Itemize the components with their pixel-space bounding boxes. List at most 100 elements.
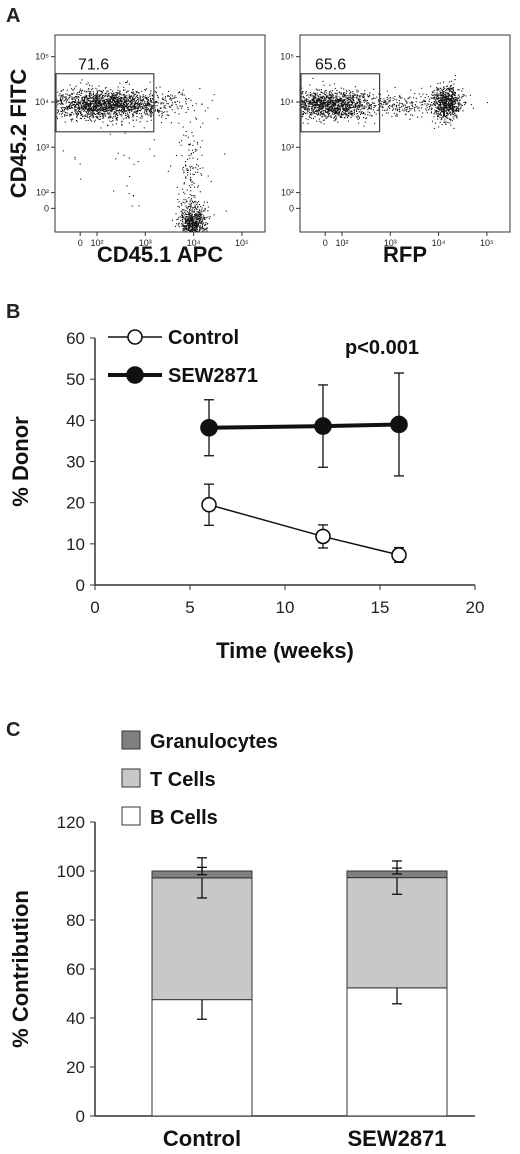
flow-event bbox=[81, 96, 83, 98]
flow-event bbox=[328, 94, 330, 96]
flow-event bbox=[301, 91, 303, 93]
flow-event bbox=[327, 103, 329, 105]
flow-event bbox=[353, 112, 355, 114]
flow-event bbox=[315, 97, 317, 99]
flow-event bbox=[197, 186, 199, 188]
flow-event bbox=[320, 96, 322, 98]
flow-event bbox=[339, 92, 341, 94]
flow-event bbox=[350, 100, 352, 102]
flow-event bbox=[137, 99, 139, 101]
flow-event bbox=[191, 222, 193, 224]
flow-event bbox=[358, 117, 360, 119]
flow-event bbox=[91, 106, 93, 108]
flow-event bbox=[320, 89, 322, 91]
flow-event bbox=[446, 106, 448, 108]
flow-event bbox=[100, 93, 102, 95]
flow-event bbox=[396, 114, 398, 116]
flow-event bbox=[339, 98, 341, 100]
flow-event bbox=[362, 113, 364, 115]
flow-event bbox=[326, 96, 328, 98]
flow-event bbox=[391, 105, 393, 107]
flow-event bbox=[312, 92, 314, 94]
flow-event bbox=[311, 93, 313, 95]
flow-event bbox=[154, 106, 156, 108]
flow-event bbox=[84, 109, 86, 111]
flow-event bbox=[133, 100, 135, 102]
flow-event bbox=[142, 102, 144, 104]
flow-event bbox=[191, 229, 193, 231]
flow-event bbox=[304, 102, 306, 104]
flow-event bbox=[307, 98, 309, 100]
flow-event bbox=[103, 102, 105, 104]
flow-event bbox=[83, 97, 85, 99]
flow-event bbox=[185, 217, 187, 219]
flow-event bbox=[93, 110, 95, 112]
flow-event bbox=[326, 104, 328, 106]
flow-event bbox=[197, 216, 199, 218]
flow-event bbox=[83, 109, 85, 111]
flow-event bbox=[372, 98, 374, 100]
flow-event bbox=[183, 216, 185, 218]
flow-event bbox=[108, 113, 110, 115]
flow-event bbox=[128, 117, 130, 119]
flow-event bbox=[330, 106, 332, 108]
flow-event bbox=[116, 103, 118, 105]
flow-event bbox=[329, 112, 331, 114]
flow-event bbox=[372, 101, 374, 103]
flow-event bbox=[196, 141, 198, 143]
flow-event bbox=[90, 97, 92, 99]
flow-event bbox=[326, 94, 328, 96]
flow-event bbox=[117, 110, 119, 112]
flow-event bbox=[449, 88, 451, 90]
flow-event bbox=[83, 100, 85, 102]
flow-event bbox=[452, 93, 454, 95]
flow-event bbox=[95, 102, 97, 104]
flow-event bbox=[363, 106, 365, 108]
flow-event bbox=[65, 102, 67, 104]
flow-event bbox=[93, 121, 95, 123]
y-tick-label: 0 bbox=[76, 576, 85, 595]
flow-event bbox=[183, 172, 185, 174]
flow-event bbox=[353, 109, 355, 111]
flow-event bbox=[189, 200, 191, 202]
flow-event bbox=[101, 105, 103, 107]
flow-event bbox=[74, 99, 76, 101]
flow-event bbox=[316, 92, 318, 94]
flow-event bbox=[133, 163, 135, 165]
flow-event bbox=[321, 104, 323, 106]
flow-event bbox=[114, 108, 116, 110]
flow-event bbox=[191, 166, 193, 168]
flow-event bbox=[320, 113, 322, 115]
flow-event bbox=[187, 108, 189, 110]
flow-event bbox=[374, 97, 376, 99]
flow-event bbox=[74, 102, 76, 104]
flow-event bbox=[170, 94, 172, 96]
flow-event bbox=[444, 105, 446, 107]
flow-event bbox=[195, 224, 197, 226]
flow-event bbox=[145, 95, 147, 97]
flow-event bbox=[162, 102, 164, 104]
flow-event bbox=[337, 106, 339, 108]
flow-event bbox=[124, 99, 126, 101]
flow-event bbox=[124, 89, 126, 91]
flow-event bbox=[350, 107, 352, 109]
flow-event bbox=[194, 224, 196, 226]
flow-event bbox=[192, 207, 194, 209]
flow-event bbox=[313, 98, 315, 100]
flow-event bbox=[100, 107, 102, 109]
flow-event bbox=[354, 86, 356, 88]
flow-event bbox=[60, 110, 62, 112]
flow-event bbox=[190, 152, 192, 154]
flow-event bbox=[458, 98, 460, 100]
flow-event bbox=[426, 110, 428, 112]
flow-event bbox=[358, 105, 360, 107]
flow-event bbox=[117, 104, 119, 106]
flow-event bbox=[164, 97, 166, 99]
flow-event bbox=[187, 220, 189, 222]
flow-event bbox=[77, 107, 79, 109]
flow-event bbox=[363, 101, 365, 103]
flow-event bbox=[205, 228, 207, 230]
flow-event bbox=[344, 102, 346, 104]
flow-event bbox=[339, 109, 341, 111]
flow-event bbox=[61, 108, 63, 110]
